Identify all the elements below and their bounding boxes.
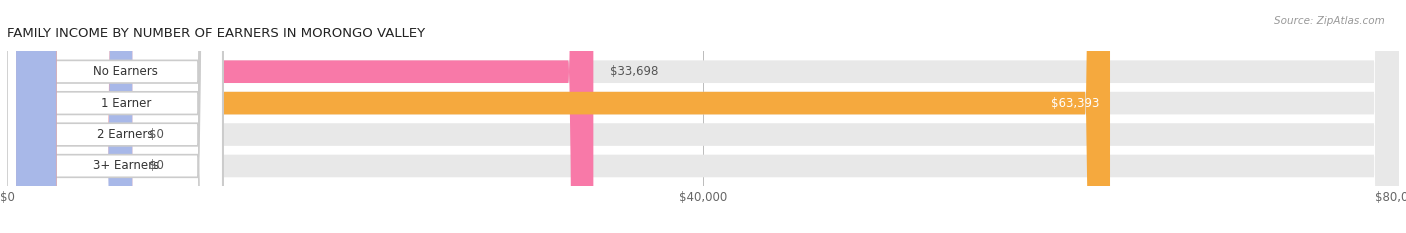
Text: $0: $0 xyxy=(149,159,165,172)
Text: 1 Earner: 1 Earner xyxy=(100,97,150,110)
Text: Source: ZipAtlas.com: Source: ZipAtlas.com xyxy=(1274,16,1385,26)
Text: FAMILY INCOME BY NUMBER OF EARNERS IN MORONGO VALLEY: FAMILY INCOME BY NUMBER OF EARNERS IN MO… xyxy=(7,27,425,41)
Text: 2 Earners: 2 Earners xyxy=(97,128,153,141)
Text: 3+ Earners: 3+ Earners xyxy=(93,159,159,172)
FancyBboxPatch shape xyxy=(7,0,1399,233)
FancyBboxPatch shape xyxy=(7,0,132,233)
Text: $63,393: $63,393 xyxy=(1050,97,1099,110)
FancyBboxPatch shape xyxy=(7,0,222,233)
FancyBboxPatch shape xyxy=(7,0,1399,233)
FancyBboxPatch shape xyxy=(7,0,222,233)
FancyBboxPatch shape xyxy=(7,0,1399,233)
Circle shape xyxy=(17,0,56,233)
FancyBboxPatch shape xyxy=(7,0,1109,233)
Circle shape xyxy=(17,0,56,233)
FancyBboxPatch shape xyxy=(7,0,593,233)
Text: $33,698: $33,698 xyxy=(610,65,658,78)
Text: No Earners: No Earners xyxy=(93,65,157,78)
Circle shape xyxy=(17,0,56,233)
FancyBboxPatch shape xyxy=(7,0,132,233)
FancyBboxPatch shape xyxy=(7,0,1399,233)
Circle shape xyxy=(17,0,56,233)
FancyBboxPatch shape xyxy=(7,0,222,233)
FancyBboxPatch shape xyxy=(7,0,222,233)
Text: $0: $0 xyxy=(149,128,165,141)
